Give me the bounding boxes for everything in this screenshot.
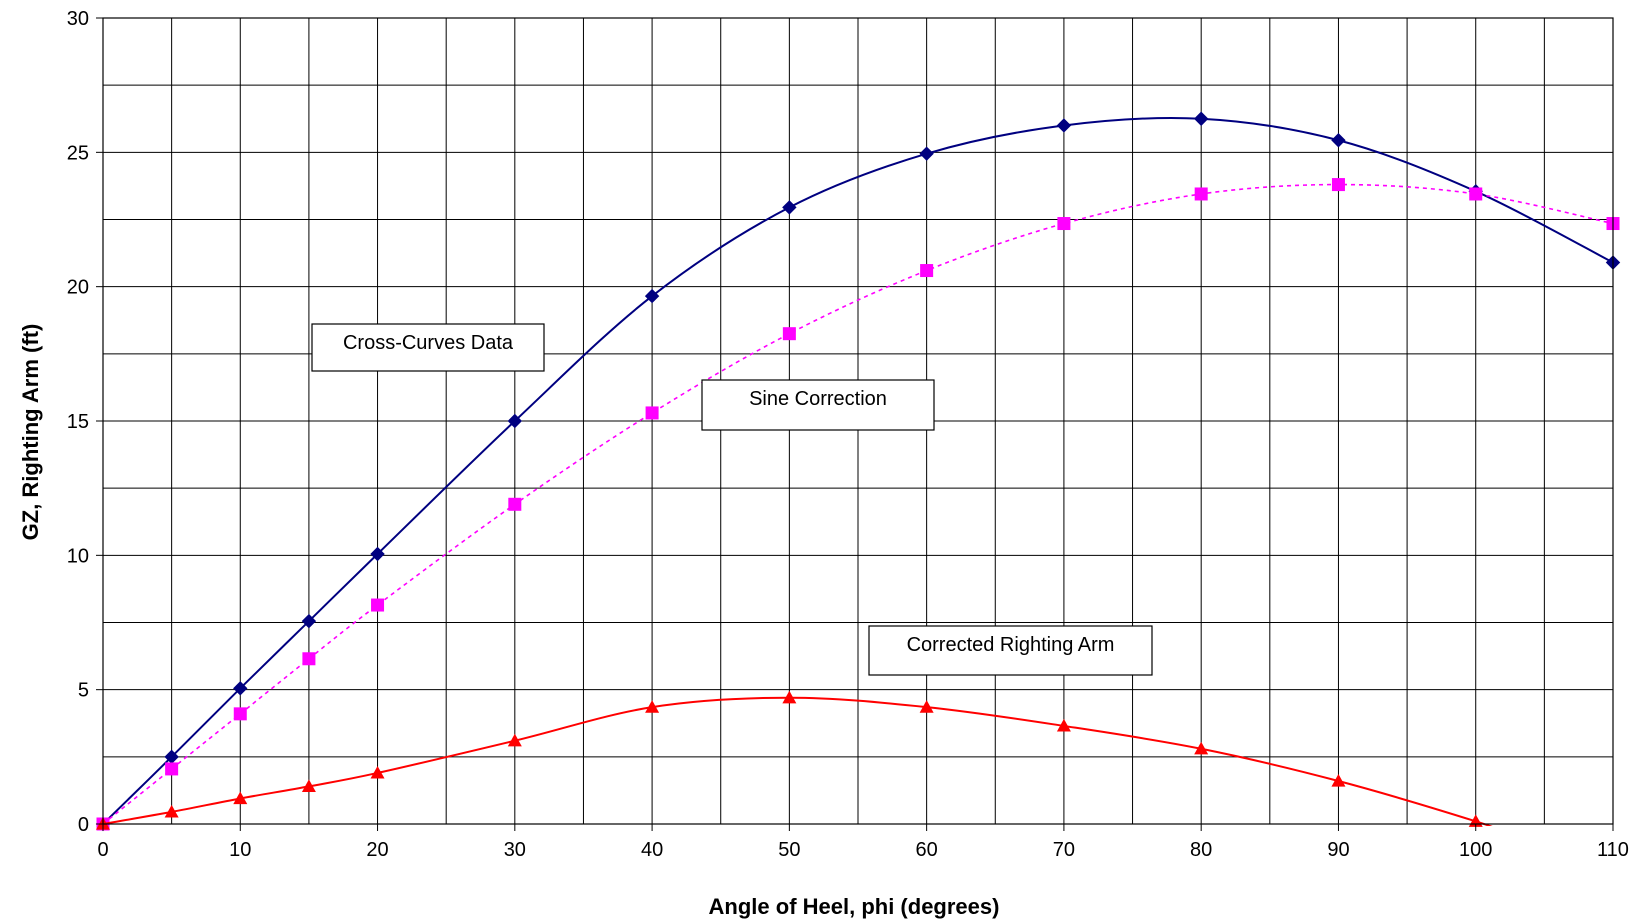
- corrected-righting-arm-point: [301, 779, 316, 792]
- corrected-righting-arm-point: [164, 804, 179, 818]
- cross-curves-point: [1331, 133, 1346, 148]
- sine-correction-point: [371, 598, 385, 612]
- cross-curves-point: [1193, 111, 1209, 126]
- annotation-box: [868, 625, 1153, 676]
- corrected-righting-arm-point: [507, 733, 522, 747]
- y-tick-label: 10: [67, 545, 89, 567]
- annotation-box: [311, 323, 545, 372]
- series-layer: [95, 111, 1621, 832]
- sine-correction-point: [645, 406, 659, 420]
- cross-curves-point: [370, 546, 385, 562]
- annotation-label: Corrected Righting Arm: [907, 634, 1115, 656]
- corrected-righting-arm-point: [1056, 718, 1071, 732]
- sine-correction-point: [1331, 178, 1345, 192]
- x-tick-label: 70: [1053, 839, 1075, 861]
- y-tick-label: 5: [78, 680, 89, 702]
- cross-curves-point: [782, 200, 797, 215]
- sine-correction-series: [96, 178, 1620, 831]
- x-tick-label: 60: [916, 839, 938, 861]
- sine-correction-point: [1057, 217, 1071, 231]
- cross-curves-point: [1056, 118, 1072, 133]
- cross-curves-point: [233, 681, 248, 696]
- x-tick-label: 40: [641, 839, 663, 861]
- sine-correction-point: [1194, 187, 1208, 201]
- corrected-righting-arm-point: [1331, 774, 1346, 787]
- sine-correction-line: [103, 183, 1613, 825]
- sine-correction-point: [233, 707, 247, 721]
- y-tick-label: 0: [78, 814, 89, 836]
- x-tick-label: 110: [1597, 839, 1629, 861]
- x-tick-label: 30: [504, 839, 526, 861]
- corrected-righting-arm-point: [645, 700, 660, 713]
- x-tick-label: 10: [229, 839, 251, 861]
- sine-correction-point: [165, 762, 179, 776]
- sine-correction-point: [1469, 187, 1483, 201]
- cross-curves-point: [507, 413, 523, 429]
- x-axis-title: Angle of Heel, phi (degrees): [709, 894, 1000, 919]
- y-axis-title: GZ, Righting Arm (ft): [18, 324, 43, 541]
- sine-correction-point: [508, 497, 522, 511]
- x-tick-label: 0: [97, 839, 108, 861]
- cross-curves-annotation: Cross-Curves Data: [311, 323, 545, 372]
- sine-correction-annotation: Sine Correction: [701, 379, 935, 431]
- corrected-righting-arm-point: [370, 765, 385, 779]
- corrected-righting-arm-annotation: Corrected Righting Arm: [868, 625, 1153, 676]
- x-tick-label: 100: [1459, 839, 1492, 861]
- cross-curves-point: [644, 288, 660, 304]
- corrected-righting-arm-point: [1194, 741, 1209, 755]
- cross-curves-point: [301, 613, 317, 629]
- annotation-label: Sine Correction: [749, 388, 887, 410]
- annotations: Cross-Curves Data Sine Correction Correcte…: [311, 323, 1153, 676]
- annotation-label: Cross-Curves Data: [343, 332, 514, 354]
- annotation-box: [701, 379, 935, 431]
- y-tick-label: 15: [67, 411, 89, 433]
- corrected-righting-arm-series: [96, 690, 1493, 830]
- cross-curves-point: [919, 146, 934, 161]
- y-tick-label: 20: [67, 277, 89, 299]
- x-tick-label: 90: [1327, 839, 1349, 861]
- x-tick-label: 20: [366, 839, 388, 861]
- y-tick-label: 30: [67, 8, 89, 30]
- x-tick-label: 50: [778, 839, 800, 861]
- sine-correction-point: [302, 652, 316, 666]
- corrected-righting-arm-point: [919, 700, 934, 713]
- x-tick-label: 80: [1190, 839, 1212, 861]
- corrected-righting-arm-line: [103, 696, 1493, 826]
- y-tick-label: 25: [67, 142, 89, 164]
- corrected-righting-arm-point: [233, 791, 248, 805]
- axes: 0 10 20 30 40 50 60 70 80 90 100 110 0 5 10 15 20 25 30: [67, 8, 1629, 861]
- sine-correction-point: [920, 264, 934, 278]
- corrected-righting-arm-point: [782, 690, 797, 704]
- sine-correction-point: [782, 327, 796, 341]
